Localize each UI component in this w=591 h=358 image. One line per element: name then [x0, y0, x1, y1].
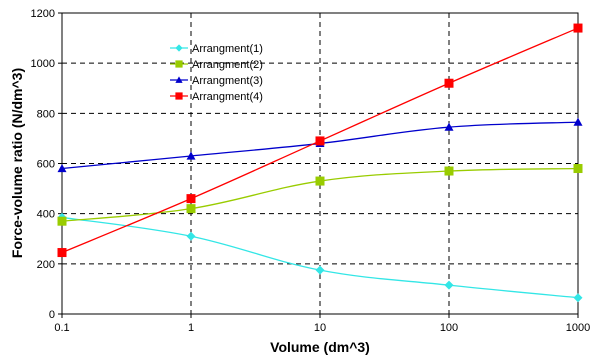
y-tick-label: 0 — [49, 309, 55, 321]
data-point — [315, 136, 325, 146]
data-point — [315, 265, 325, 275]
series-4 — [57, 23, 583, 258]
data-point — [57, 248, 67, 258]
legend-label: Arrangment(2) — [192, 59, 263, 71]
legend-label: Arrangment(3) — [192, 75, 263, 87]
x-tick-label: 10 — [314, 322, 326, 334]
data-point — [444, 122, 454, 131]
y-tick-label: 400 — [37, 209, 55, 221]
data-point — [444, 166, 454, 176]
data-point — [186, 204, 196, 214]
data-point — [573, 117, 583, 126]
data-point — [186, 231, 196, 241]
data-point — [186, 194, 196, 204]
y-tick-label: 1000 — [31, 58, 55, 70]
y-tick-label: 200 — [37, 259, 55, 271]
legend-item: Arrangment(4) — [170, 91, 263, 103]
legend-marker — [175, 44, 183, 52]
legend-item: Arrangment(2) — [170, 59, 263, 71]
data-point — [444, 280, 454, 290]
legend: Arrangment(1) Arrangment(2) Arrangment(3) A… — [170, 43, 263, 103]
x-tick-labels: 0.1 1 10 100 1000 — [54, 314, 590, 334]
data-point — [57, 164, 67, 173]
x-axis-title: Volume (dm^3) — [270, 339, 370, 355]
y-tick-label: 800 — [37, 108, 55, 120]
data-point — [573, 164, 583, 174]
y-tick-label: 1200 — [31, 8, 55, 20]
series-group — [57, 23, 583, 303]
legend-marker — [175, 60, 183, 68]
series-2 — [57, 164, 583, 226]
data-point — [186, 151, 196, 160]
x-tick-label: 1000 — [566, 322, 590, 334]
data-point — [315, 176, 325, 186]
y-tick-label: 600 — [37, 159, 55, 171]
x-tick-label: 100 — [440, 322, 458, 334]
legend-item: Arrangment(3) — [170, 75, 263, 87]
legend-label: Arrangment(4) — [192, 91, 263, 103]
legend-label: Arrangment(1) — [192, 43, 263, 55]
data-point — [444, 78, 454, 88]
legend-marker — [175, 92, 183, 100]
data-point — [57, 216, 67, 226]
legend-item: Arrangment(1) — [170, 43, 263, 55]
x-tick-label: 0.1 — [54, 322, 69, 334]
y-tick-labels: 0 200 400 600 800 1000 1200 — [31, 8, 62, 321]
y-axis-title: Force-volume ratio (N/dm^3) — [9, 68, 25, 258]
data-point — [573, 293, 583, 303]
x-tick-label: 1 — [188, 322, 194, 334]
legend-marker — [175, 76, 183, 83]
data-point — [573, 23, 583, 33]
